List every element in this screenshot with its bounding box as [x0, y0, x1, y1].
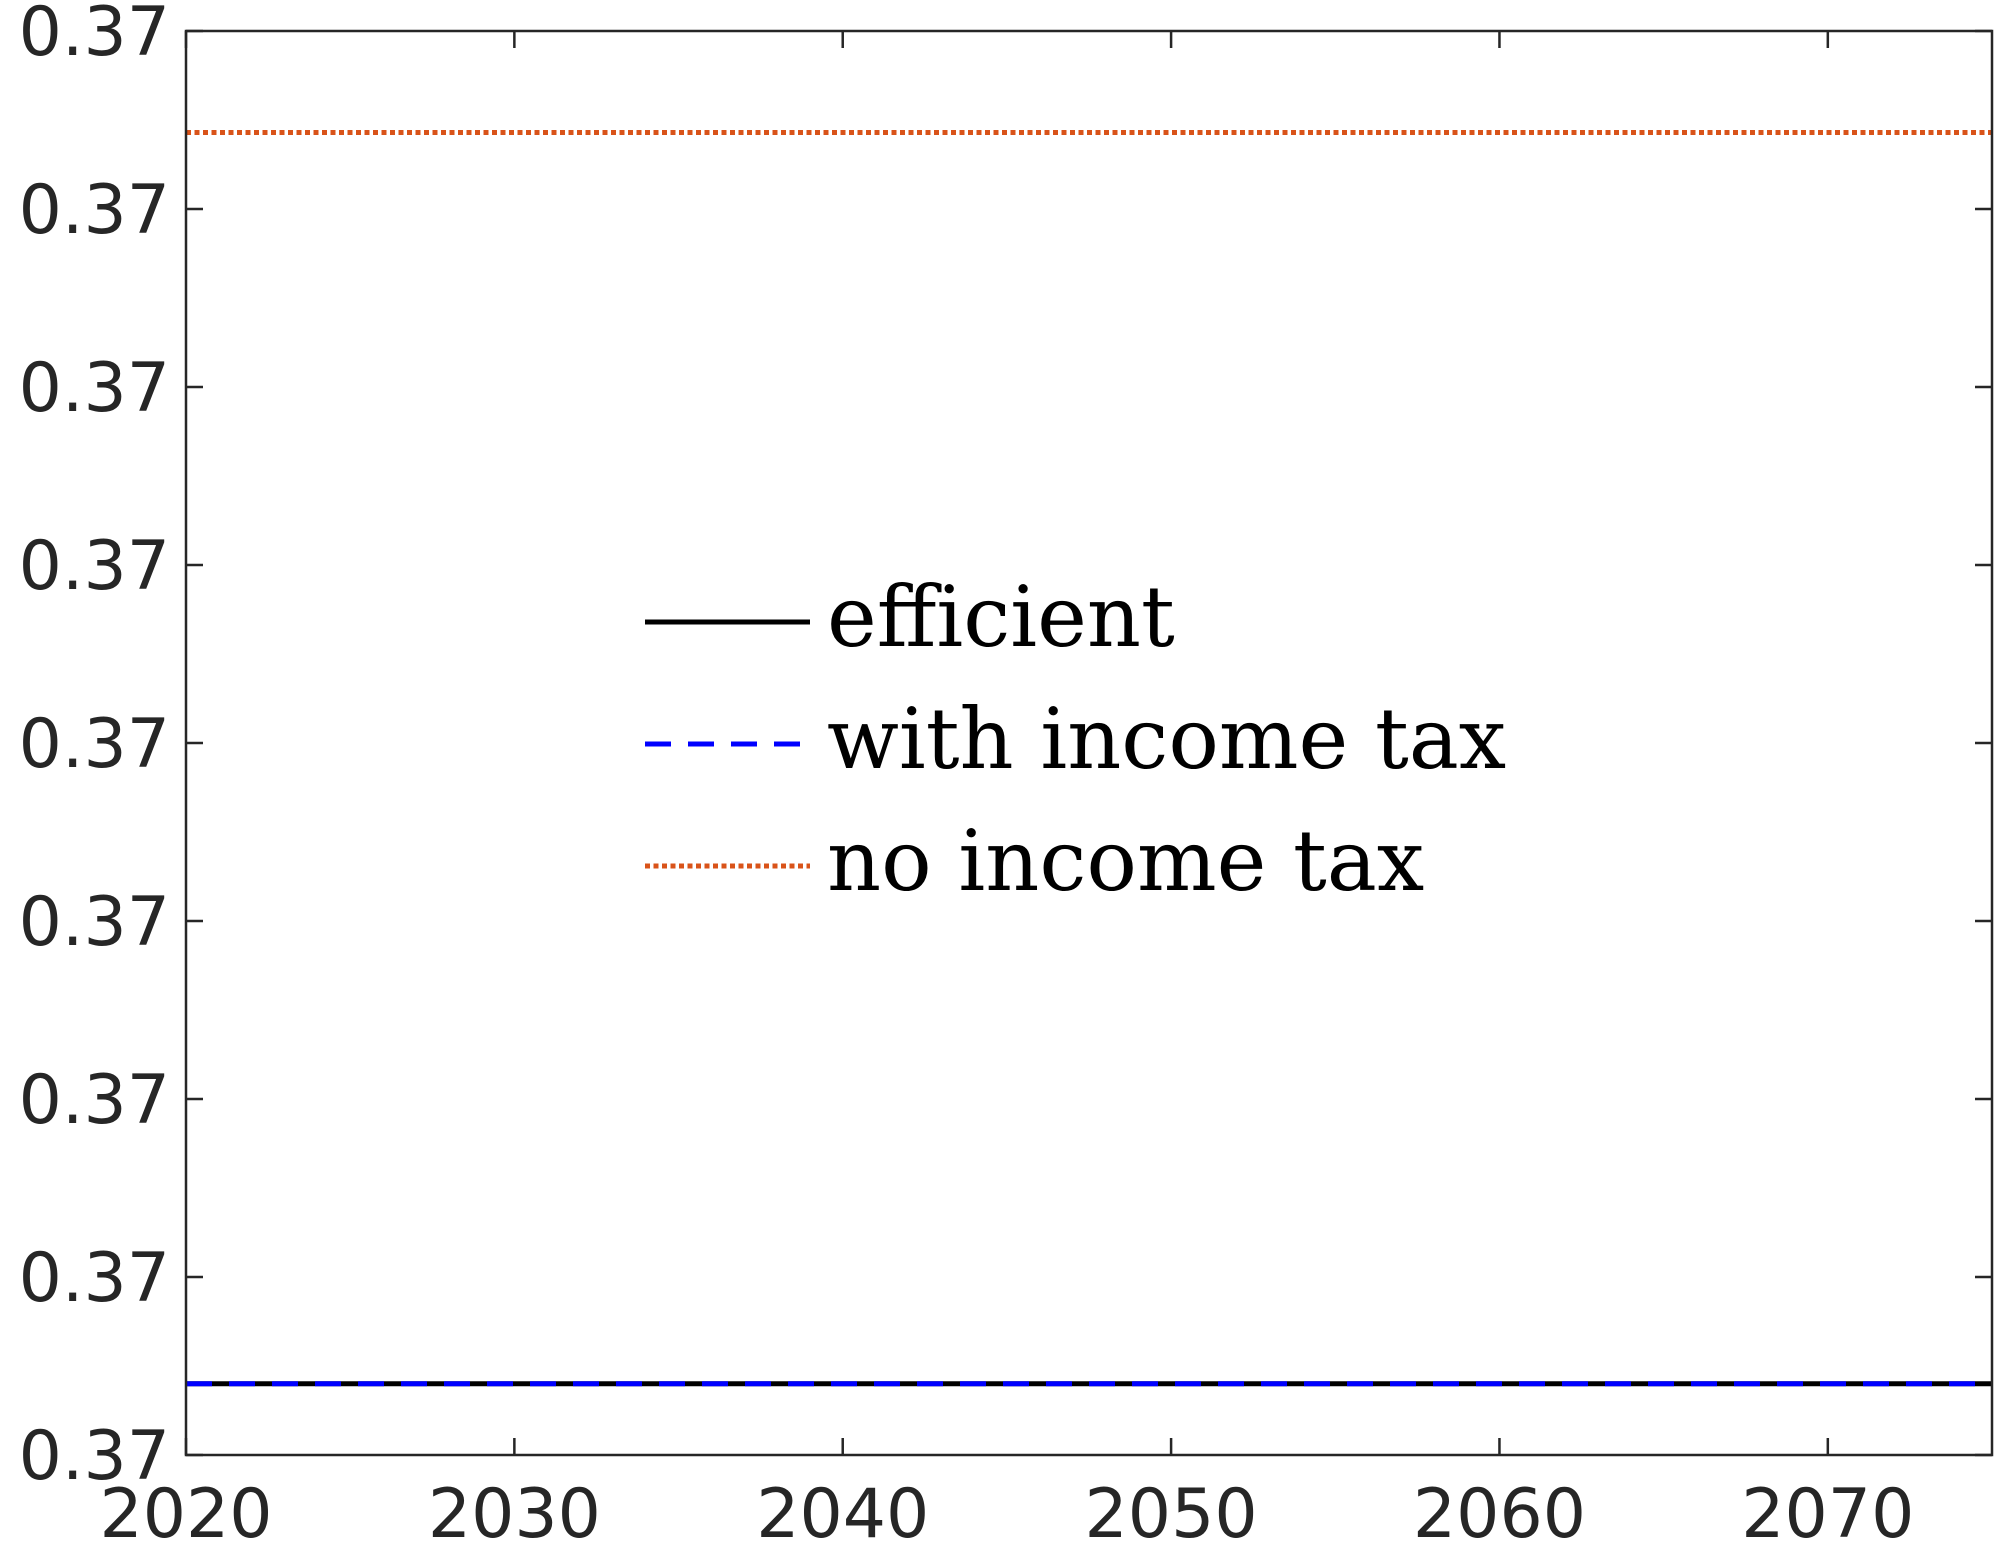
legend-label-3: no income tax	[827, 812, 1424, 910]
y-tick-label-1: 0.37	[19, 1417, 170, 1496]
x-tick-label-4: 2050	[1085, 1475, 1258, 1554]
y-tick-label-4: 0.37	[19, 883, 170, 962]
legend: efficient with income tax no income tax	[645, 568, 1506, 910]
x-tick-label-3: 2040	[756, 1475, 929, 1554]
x-tick-label-5: 2060	[1413, 1475, 1586, 1554]
y-tick-label-7: 0.37	[19, 349, 170, 428]
y-tick-label-6: 0.37	[19, 527, 170, 606]
legend-label-2: with income tax	[827, 690, 1506, 788]
y-tick-label-9: 0.37	[19, 0, 170, 72]
x-tick-label-6: 2070	[1741, 1475, 1914, 1554]
y-tick-label-8: 0.37	[19, 171, 170, 250]
x-tick-label-2: 2030	[428, 1475, 601, 1554]
x-tick-label-1: 2020	[99, 1475, 272, 1554]
legend-label-1: efficient	[827, 568, 1175, 666]
y-tick-label-2: 0.37	[19, 1239, 170, 1318]
y-tick-label-5: 0.37	[19, 705, 170, 784]
plot-background	[186, 31, 1992, 1455]
y-tick-label-3: 0.37	[19, 1061, 170, 1140]
